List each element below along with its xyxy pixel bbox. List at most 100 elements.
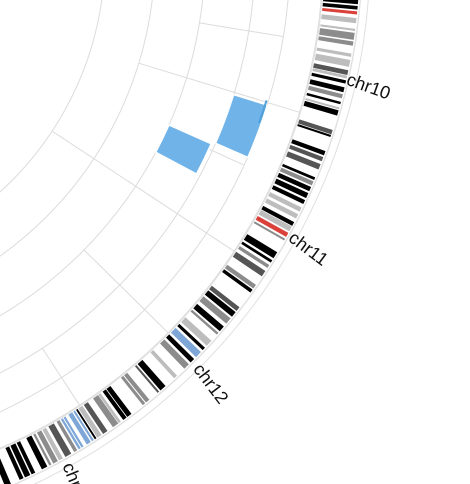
cytoband bbox=[264, 198, 299, 219]
cytoband bbox=[16, 441, 36, 475]
ideogram-ring bbox=[0, 0, 369, 484]
cytoband bbox=[181, 317, 212, 346]
cytoband bbox=[134, 365, 160, 393]
cytoband bbox=[316, 47, 352, 57]
highlight-block bbox=[155, 124, 212, 175]
cytoband bbox=[271, 185, 306, 205]
cytoband bbox=[83, 402, 108, 434]
cytoband bbox=[204, 290, 236, 317]
cytoband bbox=[63, 416, 84, 448]
grid-radial bbox=[199, 22, 284, 38]
cytoband bbox=[76, 408, 97, 440]
cytoband bbox=[56, 420, 78, 452]
grid-radial bbox=[51, 130, 235, 252]
cytoband bbox=[298, 119, 333, 135]
cytoband bbox=[238, 246, 270, 268]
cytoband bbox=[193, 303, 224, 332]
grid-radial bbox=[41, 348, 81, 406]
ideogram-outline-inner bbox=[0, 0, 323, 450]
ideogram-border bbox=[33, 0, 369, 484]
grid-radial bbox=[83, 249, 169, 334]
cytoband bbox=[277, 172, 312, 192]
cytoband bbox=[291, 139, 326, 156]
cytoband bbox=[323, 0, 359, 5]
highlight-block bbox=[214, 94, 268, 158]
cytoband bbox=[243, 234, 278, 259]
chr11-label: chr11 bbox=[285, 227, 332, 269]
cytoband bbox=[177, 323, 205, 351]
cytoband bbox=[0, 458, 11, 484]
cytoband bbox=[311, 72, 347, 84]
cytoband bbox=[305, 98, 340, 110]
cytoband bbox=[268, 192, 302, 212]
cytoband bbox=[255, 215, 289, 237]
grid-circle bbox=[0, 0, 103, 193]
cytoband bbox=[306, 92, 341, 105]
cytoband bbox=[98, 393, 121, 424]
cytoband bbox=[150, 350, 178, 379]
cytoband bbox=[289, 144, 324, 162]
cytoband bbox=[190, 309, 219, 335]
cytoband bbox=[313, 63, 349, 76]
cytoband bbox=[297, 124, 332, 138]
cytoband bbox=[102, 389, 127, 420]
cytoband bbox=[106, 385, 132, 418]
cytoband bbox=[222, 269, 253, 293]
grid-layer bbox=[0, 0, 322, 449]
cytoband bbox=[160, 339, 189, 369]
cytoband bbox=[5, 446, 24, 480]
cytoband bbox=[281, 163, 316, 180]
cytoband bbox=[165, 334, 195, 363]
cytoband bbox=[124, 372, 150, 403]
cytoband bbox=[312, 68, 348, 79]
cytoband bbox=[258, 209, 292, 232]
ideogram-outline-outer bbox=[13, 0, 361, 484]
cytoband bbox=[170, 327, 201, 358]
cytoband bbox=[78, 405, 102, 438]
cytoband bbox=[36, 430, 58, 464]
highlight-edge bbox=[258, 100, 268, 124]
cytoband bbox=[33, 433, 52, 466]
cytoband bbox=[261, 205, 295, 226]
cytoband bbox=[42, 427, 63, 461]
cytoband bbox=[224, 264, 256, 289]
grid-circle bbox=[0, 0, 153, 257]
cytoband bbox=[10, 443, 31, 478]
cytoband bbox=[209, 285, 240, 311]
cytoband bbox=[322, 2, 358, 10]
cytoband bbox=[279, 167, 314, 186]
cytoband bbox=[307, 85, 343, 99]
cytoband bbox=[320, 24, 356, 31]
cytoband bbox=[253, 221, 286, 241]
grid-circle bbox=[0, 0, 289, 413]
cytoband bbox=[93, 395, 119, 428]
cytoband bbox=[60, 418, 81, 450]
cytoband bbox=[319, 28, 355, 40]
cytoband bbox=[73, 410, 94, 442]
cytoband bbox=[322, 7, 358, 15]
grid-circle bbox=[0, 0, 254, 374]
cytoband bbox=[120, 375, 146, 406]
cytoband bbox=[26, 435, 48, 470]
chr13-label: chr13 bbox=[59, 460, 94, 484]
cytoband bbox=[286, 151, 321, 170]
grid-radial bbox=[138, 62, 300, 113]
cytoband bbox=[303, 100, 339, 116]
grid-circle bbox=[0, 0, 322, 449]
cytoband bbox=[318, 36, 354, 46]
grid-circle bbox=[0, 0, 204, 317]
highlight-layer bbox=[155, 94, 268, 175]
chr10-label: chr10 bbox=[344, 69, 393, 103]
cytoband bbox=[199, 296, 231, 324]
cytoband bbox=[314, 53, 351, 67]
cytoband bbox=[48, 423, 72, 457]
cytoband bbox=[321, 14, 357, 24]
cytoband bbox=[309, 79, 345, 93]
cytoband bbox=[137, 359, 166, 391]
cytoband bbox=[232, 251, 266, 277]
cytoband bbox=[241, 241, 273, 263]
cytoband bbox=[274, 178, 309, 199]
cytoband bbox=[68, 412, 91, 445]
